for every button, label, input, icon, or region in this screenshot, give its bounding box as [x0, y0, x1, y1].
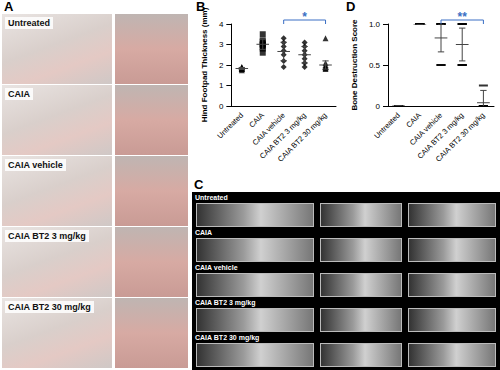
svg-text:0.5: 0.5	[369, 61, 381, 70]
svg-text:*: *	[302, 10, 307, 24]
svg-text:CAIA: CAIA	[247, 111, 266, 130]
html-text:C: C	[194, 177, 204, 192]
svg-text:4: 4	[219, 20, 224, 29]
html-text:B: B	[196, 0, 206, 14]
svg-text:CAIA BT2 3 mg/kg: CAIA BT2 3 mg/kg	[257, 110, 308, 161]
html-text:CAIA vehicle: CAIA vehicle	[195, 264, 238, 271]
svg-text:CAIA vehicle: CAIA vehicle	[250, 110, 287, 148]
html-text:Untreated: Untreated	[8, 18, 50, 28]
html-text:CAIA: CAIA	[195, 229, 213, 236]
html-text:D: D	[346, 0, 356, 14]
html-text:A: A	[4, 0, 14, 14]
svg-text:CAIA BT2 3 mg/kg: CAIA BT2 3 mg/kg	[415, 110, 466, 161]
html-text:CAIA BT2 3 mg/kg: CAIA BT2 3 mg/kg	[8, 231, 86, 241]
svg-text:Bone Destruction Score: Bone Destruction Score	[350, 19, 359, 111]
svg-text:0: 0	[376, 102, 381, 111]
svg-text:CAIA vehicle: CAIA vehicle	[407, 110, 445, 148]
html-text:CAIA vehicle: CAIA vehicle	[8, 160, 63, 170]
svg-text:0: 0	[219, 102, 224, 111]
svg-text:CAIA BT2 30 mg/kg: CAIA BT2 30 mg/kg	[434, 111, 487, 164]
svg-text:1: 1	[219, 81, 224, 90]
html-text:CAIA BT2 30 mg/kg: CAIA BT2 30 mg/kg	[8, 302, 91, 312]
html-text:Untreated: Untreated	[195, 194, 228, 201]
svg-text:Untreated: Untreated	[215, 111, 245, 141]
svg-text:CAIA: CAIA	[404, 111, 423, 130]
svg-text:2: 2	[219, 61, 224, 70]
svg-text:3: 3	[219, 40, 224, 49]
svg-text:1.0: 1.0	[369, 20, 381, 29]
svg-text:**: **	[458, 10, 468, 24]
html-text:CAIA BT2 30 mg/kg: CAIA BT2 30 mg/kg	[195, 334, 260, 341]
svg-text:Hind Footpad Thickness (mm): Hind Footpad Thickness (mm)	[200, 7, 209, 122]
svg-text:Untreated: Untreated	[372, 111, 402, 141]
html-text:CAIA: CAIA	[8, 89, 30, 99]
svg-text:CAIA BT2 30 mg/kg: CAIA BT2 30 mg/kg	[276, 111, 329, 164]
html-text:CAIA BT2 3 mg/kg: CAIA BT2 3 mg/kg	[195, 299, 256, 306]
